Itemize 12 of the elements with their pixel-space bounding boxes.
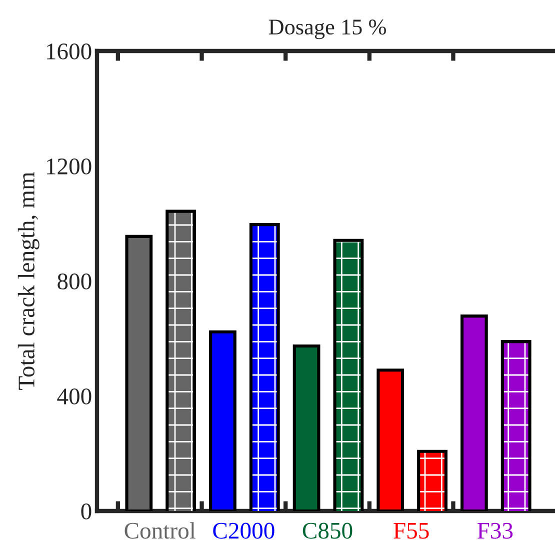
x-tick-label: Control [124, 522, 196, 539]
y-tick-label: 1200 [46, 158, 92, 174]
y-tick-label: 1600 [46, 43, 92, 60]
y-tick-label: 800 [58, 273, 92, 290]
x-tick-label: F55 [394, 523, 429, 539]
x-tick-label: C850 [302, 522, 352, 539]
y-tick-label: 0 [81, 503, 92, 520]
y-tick-label: 400 [57, 388, 92, 404]
y-axis-title: Total crack length, mm [18, 172, 40, 390]
chart-title: Dosage 15 % [268, 20, 386, 40]
x-tick-label: F33 [477, 522, 513, 539]
x-tick-label: C2000 [213, 522, 274, 539]
